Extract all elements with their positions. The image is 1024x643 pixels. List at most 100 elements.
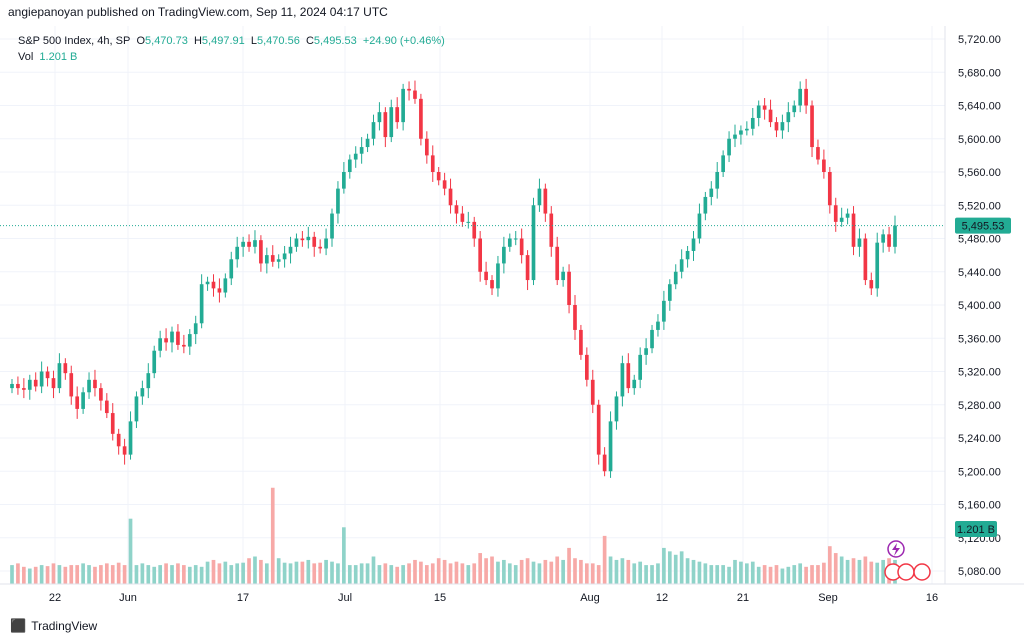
candle-body bbox=[816, 147, 820, 160]
us-flag-icon[interactable] bbox=[913, 563, 931, 581]
tradingview-logo-icon[interactable]: ⬛ bbox=[10, 618, 26, 633]
last-price-tag: 5,495.53 bbox=[955, 217, 1011, 234]
candle-body bbox=[99, 388, 103, 401]
volume-bar bbox=[816, 565, 820, 584]
volume-bar bbox=[104, 563, 109, 584]
us-flag-icon[interactable] bbox=[897, 563, 915, 581]
volume-bar bbox=[270, 487, 275, 584]
candle-body bbox=[460, 213, 465, 222]
candle-body bbox=[750, 117, 755, 129]
volume-bar bbox=[845, 559, 850, 584]
candle-body bbox=[490, 280, 494, 289]
price-axis[interactable]: 5,080.005,120.005,160.005,200.005,240.00… bbox=[958, 34, 1001, 578]
volume-bar bbox=[81, 563, 85, 584]
candle-body bbox=[513, 238, 518, 240]
candle-body bbox=[579, 329, 583, 355]
volume-bar bbox=[833, 553, 838, 584]
time-tick-label: Aug bbox=[580, 592, 600, 604]
time-tick-label: 21 bbox=[737, 592, 749, 604]
volume-bar bbox=[377, 565, 382, 584]
volume-bar bbox=[875, 562, 880, 584]
candle-body bbox=[383, 112, 388, 138]
candle-body bbox=[507, 238, 512, 247]
volume-bar bbox=[419, 561, 423, 584]
volume-bar bbox=[608, 556, 613, 584]
volume-bar bbox=[715, 565, 720, 584]
price-tick-label: 5,160.00 bbox=[958, 500, 1001, 512]
volume-bar bbox=[519, 559, 524, 584]
volume-bar bbox=[300, 561, 305, 584]
volume-bar bbox=[134, 565, 139, 584]
candle-body bbox=[57, 363, 62, 389]
volume-bar bbox=[424, 565, 429, 584]
candle-body bbox=[247, 241, 251, 247]
legend-symbol[interactable]: S&P 500 Index, 4h, SP bbox=[18, 35, 131, 47]
volume-bar bbox=[63, 566, 68, 584]
event-icons[interactable] bbox=[884, 540, 931, 581]
volume-bar bbox=[478, 553, 483, 584]
candle-body bbox=[620, 363, 625, 397]
volume-bar bbox=[10, 565, 14, 584]
volume-bar bbox=[531, 561, 536, 584]
volume-bar bbox=[93, 566, 97, 584]
candle-body bbox=[87, 379, 91, 393]
legend-vol-label: Vol bbox=[18, 51, 34, 63]
candle-body bbox=[342, 172, 346, 189]
volume-bar bbox=[324, 559, 328, 584]
price-chart[interactable]: 5,080.005,120.005,160.005,200.005,240.00… bbox=[0, 26, 1024, 606]
legend-low-label: L bbox=[250, 35, 257, 47]
volume-bar bbox=[685, 558, 690, 584]
volume-bar bbox=[555, 556, 560, 584]
time-tick-label: Jul bbox=[338, 592, 352, 604]
volume-bar bbox=[259, 559, 263, 584]
time-tick-label: 22 bbox=[49, 592, 61, 604]
volume-bar bbox=[484, 558, 488, 584]
candle-body bbox=[288, 246, 293, 254]
legend-high: 5,497.91 bbox=[201, 35, 245, 47]
price-tick-label: 5,680.00 bbox=[958, 67, 1001, 79]
candle-body bbox=[10, 383, 14, 389]
candle-body bbox=[199, 284, 204, 324]
candle-body bbox=[756, 105, 761, 118]
footer-brand[interactable]: TradingView bbox=[31, 619, 98, 633]
volume-bar bbox=[110, 565, 115, 584]
volume-bar bbox=[822, 562, 826, 584]
legend-ohlc-row: S&P 500 Index, 4h, SP O5,470.73 H5,497.9… bbox=[18, 33, 445, 49]
volume-bar bbox=[721, 565, 725, 584]
time-axis[interactable]: 22 Jun 17 Jul 15 Aug 12 21 Sep 16 bbox=[49, 592, 938, 604]
volume-bar bbox=[87, 565, 91, 584]
time-tick-label: Jun bbox=[119, 592, 137, 604]
candle-body bbox=[792, 105, 797, 113]
candle-body bbox=[193, 323, 198, 335]
candle-body bbox=[875, 242, 880, 289]
legend-close-label: C bbox=[305, 35, 314, 47]
volume-bar bbox=[614, 559, 619, 584]
volume-bar bbox=[199, 566, 204, 584]
volume-bar bbox=[810, 565, 814, 584]
volume-bars bbox=[10, 487, 897, 584]
volume-bar bbox=[51, 563, 56, 584]
time-tick-label: Sep bbox=[818, 592, 838, 604]
last-price-tag-box bbox=[955, 217, 1011, 234]
volume-bar bbox=[756, 566, 761, 584]
candle-body bbox=[22, 388, 26, 390]
candle-body bbox=[608, 421, 613, 472]
volume-bar bbox=[229, 565, 234, 584]
candle-body bbox=[300, 238, 305, 241]
candle-body bbox=[353, 153, 358, 160]
volume-bar bbox=[383, 563, 388, 584]
candle-body bbox=[685, 250, 690, 260]
volume-bar bbox=[697, 561, 702, 584]
candle-body bbox=[448, 188, 453, 206]
volume-bar bbox=[205, 561, 210, 584]
volume-bar bbox=[294, 561, 299, 584]
candle-body bbox=[768, 109, 773, 123]
volume-bar bbox=[839, 556, 844, 584]
candle-body bbox=[16, 383, 20, 389]
volume-bar bbox=[371, 556, 376, 584]
candle-body bbox=[851, 213, 856, 247]
volume-bar bbox=[241, 562, 245, 584]
volume-bar bbox=[780, 568, 785, 584]
volume-bar bbox=[336, 563, 340, 584]
candle-body bbox=[762, 105, 767, 110]
